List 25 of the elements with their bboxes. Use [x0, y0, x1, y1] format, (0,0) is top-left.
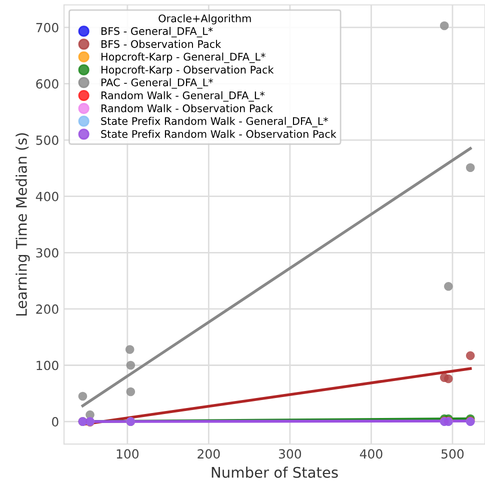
y-tick-label: 600 [36, 79, 58, 89]
legend-label: State Prefix Random Walk - Observation Pack [101, 130, 336, 138]
legend-label: Hopcroft-Karp - Observation Pack [102, 66, 274, 76]
legend-label: Random Walk - General_DFA_L* [102, 91, 265, 102]
y-tick-label: 200 [36, 304, 58, 314]
x-tick-label: 100 [116, 449, 139, 459]
legend-label: State Prefix Random Walk - General_DFA_L* [101, 116, 328, 128]
legend-label: Random Walk - Observation Pack [102, 104, 273, 112]
y-tick-label: 100 [36, 360, 58, 370]
legend-label: Hopcroft-Karp - General_DFA_L* [102, 52, 266, 63]
legend-title: Oracle+Algorithm [158, 14, 251, 24]
y-axis-title: Learning Time Median (s) [16, 133, 30, 316]
legend-label: BFS - Observation Pack [102, 40, 222, 48]
x-tick-label: 300 [278, 449, 302, 459]
y-tick-label: 0 [52, 417, 58, 426]
x-tick-label: 500 [442, 449, 464, 459]
legend-label: PAC - General_DFA_L* [102, 78, 214, 89]
x-tick-label: 200 [198, 449, 220, 459]
legend-label: BFS - General_DFA_L* [102, 26, 213, 38]
y-tick-label: 700 [36, 22, 58, 32]
y-tick-label: 300 [36, 248, 58, 258]
x-tick-label: 400 [360, 449, 382, 459]
y-tick-label: 500 [36, 135, 58, 145]
y-tick-label: 400 [36, 192, 58, 202]
x-axis-title: Number of States [212, 466, 338, 478]
